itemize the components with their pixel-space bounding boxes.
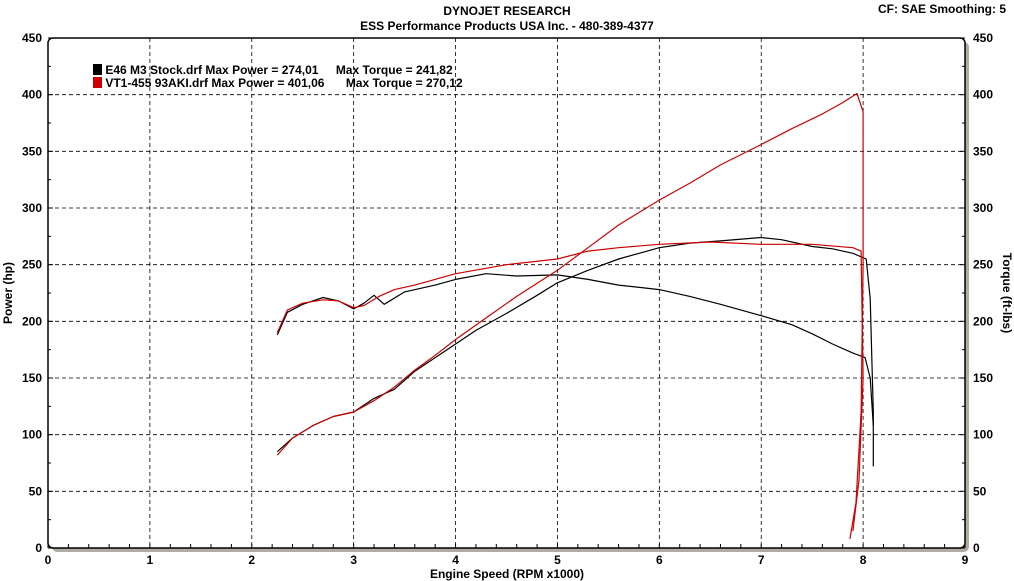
x-tick-label: 1 [147,553,154,567]
y2-tick-label: 100 [973,428,993,442]
legend-file-1: VT1-455 93AKI.drf [105,76,209,90]
x-tick-label: 4 [452,553,459,567]
y2-tick-label: 450 [973,31,993,45]
y2-tick-label: 150 [973,371,993,385]
settings-label: CF: SAE Smoothing: 5 [878,2,1006,16]
y-tick-label: 250 [22,258,42,272]
x-tick-label: 0 [45,553,52,567]
legend-torque-0: Max Torque = 241,82 [335,63,453,77]
legend-item-1: VT1-455 93AKI.drf Max Power = 401,06 Max… [93,76,463,90]
x-axis-label: Engine Speed (RPM x1000) [430,567,584,581]
y-axis-label: Power (hp) [1,262,15,324]
y2-tick-label: 50 [973,484,987,498]
legend-power-1: Max Power = 401,06 [211,76,325,90]
legend-file-0: E46 M3 Stock.drf [105,63,203,77]
y-tick-label: 350 [22,144,42,158]
x-tick-label: 6 [656,553,663,567]
y-tick-label: 0 [35,541,42,555]
y-tick-label: 100 [22,428,42,442]
legend-torque-1: Max Torque = 270,12 [345,76,463,90]
series-line-power [276,92,864,539]
series-line-torque [276,241,864,532]
y2-tick-label: 350 [973,144,993,158]
y-tick-label: 200 [22,314,42,328]
x-tick-label: 3 [350,553,357,567]
legend-item-0: E46 M3 Stock.drf Max Power = 274,01 Max … [93,63,453,77]
x-tick-label: 9 [962,553,969,567]
x-tick-label: 5 [554,553,561,567]
legend-swatch-0 [93,64,102,75]
y2-tick-label: 200 [973,314,993,328]
y2-tick-label: 400 [973,88,993,102]
y-tick-label: 150 [22,371,42,385]
x-tick-label: 2 [248,553,255,567]
x-tick-label: 7 [758,553,765,567]
chart-title: DYNOJET RESEARCH [443,4,571,18]
legend-power-0: Max Power = 274,01 [205,63,319,77]
y-tick-label: 300 [22,201,42,215]
y2-tick-label: 250 [973,258,993,272]
y-tick-label: 50 [29,484,43,498]
chart-subtitle: ESS Performance Products USA Inc. - 480-… [360,19,654,33]
y2-axis-label: Torque (ft-lbs) [1000,253,1014,333]
y-tick-label: 400 [22,88,42,102]
y-tick-label: 450 [22,31,42,45]
plot-frame [47,37,966,549]
legend-swatch-1 [93,77,102,88]
y2-tick-label: 300 [973,201,993,215]
x-tick-label: 8 [860,553,867,567]
y2-tick-label: 0 [973,541,980,555]
